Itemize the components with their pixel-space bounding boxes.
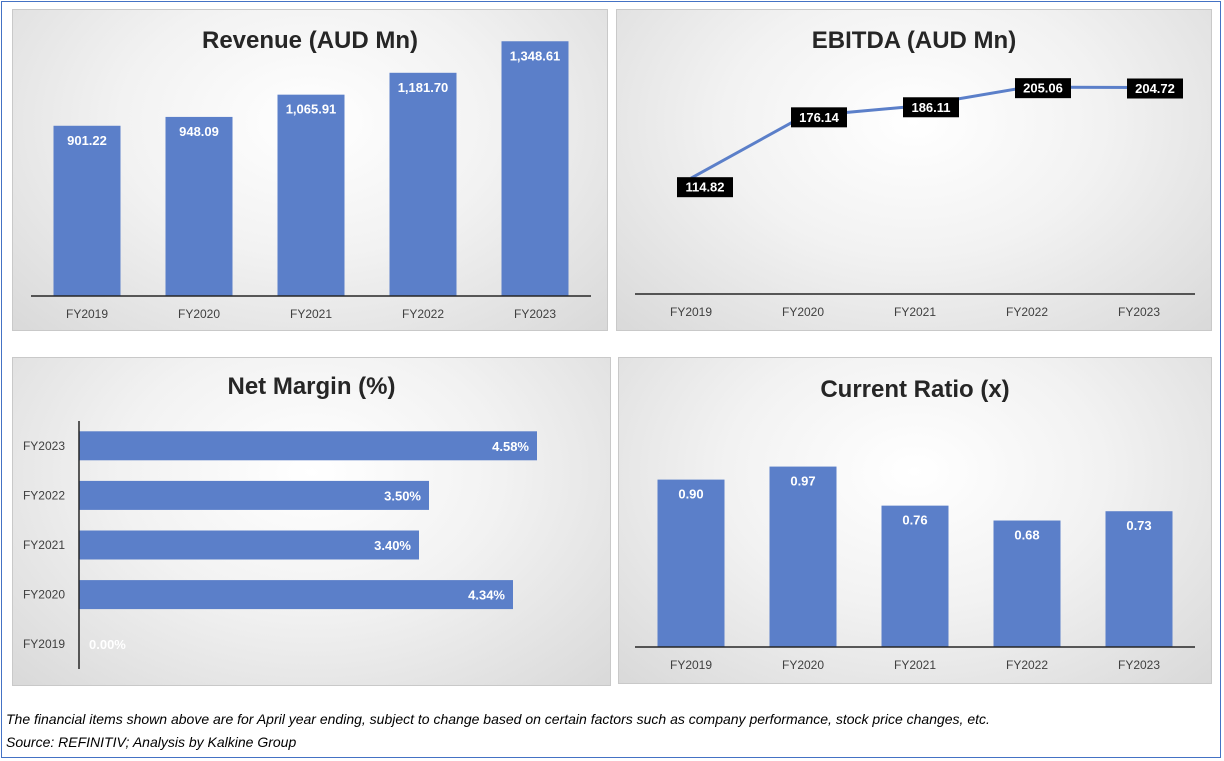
x-tick-label: FY2022 — [402, 307, 444, 321]
bar — [79, 580, 513, 610]
data-label: 0.73 — [1126, 518, 1151, 533]
bar — [389, 72, 457, 296]
data-label-box — [677, 177, 733, 198]
x-tick-label: FY2022 — [1006, 658, 1048, 672]
x-tick-label: FY2021 — [894, 658, 936, 672]
x-tick-label: FY2020 — [782, 305, 824, 319]
x-tick-label: FY2019 — [670, 658, 712, 672]
x-tick-label: FY2020 — [178, 307, 220, 321]
bar — [993, 520, 1061, 647]
data-label-box — [791, 107, 847, 128]
bar — [79, 480, 429, 510]
data-label: 1,181.70 — [398, 80, 449, 95]
data-label: 4.34% — [468, 588, 505, 603]
bar — [881, 505, 949, 647]
data-label: 0.68 — [1014, 528, 1039, 543]
data-label: 114.82 — [685, 180, 724, 195]
data-label: 1,065.91 — [286, 102, 337, 117]
net-margin-plot: 0.00% FY2019 4.34% FY2020 3.40% FY2021 3.50% FY… — [23, 421, 537, 669]
bar — [53, 125, 121, 296]
bar — [165, 116, 233, 296]
y-tick-label: FY2022 — [23, 488, 65, 502]
chart-title: EBITDA (AUD Mn) — [811, 27, 1017, 54]
data-label: 0.00% — [89, 637, 126, 652]
data-label: 204.72 — [1135, 81, 1175, 96]
data-label: 0.90 — [678, 487, 703, 502]
data-label-box — [903, 97, 959, 118]
ebitda-plot: FY2019 FY2020 FY2021 FY2022 FY2023 114.82 176.… — [635, 78, 1195, 319]
bar — [769, 466, 837, 647]
data-label: 176.14 — [799, 110, 840, 125]
data-label: 186.11 — [911, 100, 950, 115]
x-tick-label: FY2019 — [670, 305, 712, 319]
y-tick-label: FY2023 — [23, 439, 65, 453]
x-tick-label: FY2023 — [1118, 305, 1160, 319]
x-tick-label: FY2020 — [782, 658, 824, 672]
chart-title: Net Margin (%) — [227, 373, 396, 400]
data-label: 1,348.61 — [510, 48, 561, 63]
revenue-chart: Revenue (AUD Mn) 901.22 FY2019 948.09 FY202… — [12, 9, 608, 331]
x-tick-label: FY2023 — [514, 307, 556, 321]
x-tick-label: FY2022 — [1006, 305, 1048, 319]
x-tick-label: FY2021 — [290, 307, 332, 321]
x-tick-label: FY2023 — [1118, 658, 1160, 672]
footer-note: The financial items shown above are for … — [6, 711, 990, 727]
data-label: 0.97 — [790, 474, 815, 489]
net-margin-chart: Net Margin (%) 0.00% FY2019 4.34% FY2020 3.4… — [12, 357, 611, 686]
data-label: 4.58% — [492, 439, 529, 454]
bar — [657, 479, 725, 647]
data-label: 901.22 — [67, 133, 107, 148]
y-tick-label: FY2021 — [23, 538, 65, 552]
revenue-plot: 901.22 FY2019 948.09 FY2020 1,065.91 FY2021 1,… — [31, 41, 591, 321]
data-label-box — [1015, 78, 1071, 99]
data-label: 0.76 — [902, 513, 927, 528]
data-label: 3.50% — [384, 488, 421, 503]
chart-title: Revenue (AUD Mn) — [201, 27, 418, 54]
data-label: 205.06 — [1023, 81, 1063, 96]
data-label: 3.40% — [374, 538, 411, 553]
data-label: 948.09 — [179, 124, 219, 139]
bar — [79, 530, 419, 560]
bar — [277, 94, 345, 297]
current-ratio-plot: 0.90 FY2019 0.97 FY2020 0.76 FY2021 0.68 FY2022… — [635, 466, 1195, 672]
bar — [1105, 511, 1173, 647]
bar — [501, 41, 569, 296]
ebitda-chart: EBITDA (AUD Mn) FY2019 FY2020 FY2021 FY2022… — [616, 9, 1212, 331]
x-tick-label: FY2021 — [894, 305, 936, 319]
y-tick-label: FY2020 — [23, 588, 65, 602]
footer-source: Source: REFINITIV; Analysis by Kalkine G… — [6, 734, 297, 750]
y-tick-label: FY2019 — [23, 637, 65, 651]
bar — [79, 431, 537, 461]
data-label-box — [1127, 78, 1183, 99]
chart-title: Current Ratio (x) — [820, 376, 1010, 403]
current-ratio-chart: Current Ratio (x) 0.90 FY2019 0.97 FY2020 0.… — [618, 357, 1212, 684]
x-tick-label: FY2019 — [66, 307, 108, 321]
